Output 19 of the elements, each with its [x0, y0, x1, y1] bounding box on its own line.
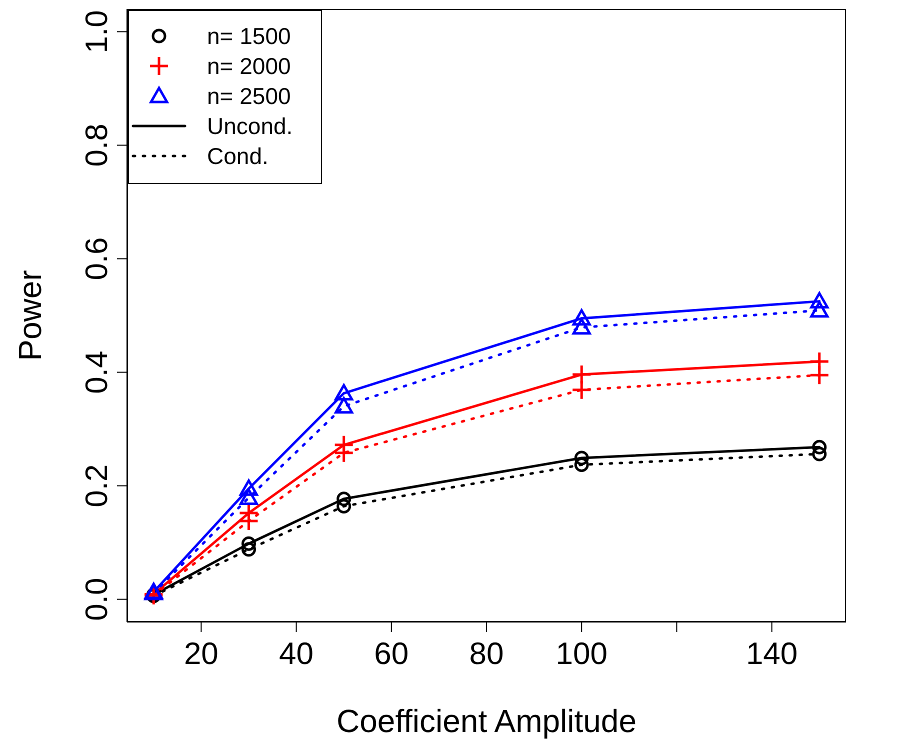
annotation: Cond.	[207, 142, 268, 171]
y-tick-label: 0.2	[79, 464, 114, 508]
legend-label: n= 2000	[207, 52, 291, 81]
y-tick-label: 0.6	[79, 237, 114, 280]
y-tick-label: 1.0	[79, 10, 114, 54]
y-tick-label: 0.0	[79, 578, 114, 621]
legend-label: n= 2500	[207, 82, 291, 111]
y-tick-label: 0.4	[79, 350, 114, 394]
y-axis-title: Power	[12, 270, 48, 361]
x-tick-label: 40	[279, 636, 314, 672]
x-tick-label: 140	[746, 636, 798, 672]
annotation: Uncond.	[207, 112, 293, 141]
x-tick-label: 20	[184, 636, 218, 672]
legend-label: n= 1500	[207, 22, 291, 51]
x-tick-label: 100	[556, 636, 608, 672]
x-tick-label: 60	[374, 636, 409, 672]
x-axis-title: Coefficient Amplitude	[336, 703, 637, 739]
y-tick-label: 0.8	[79, 124, 114, 167]
x-tick-label: 80	[469, 636, 504, 672]
